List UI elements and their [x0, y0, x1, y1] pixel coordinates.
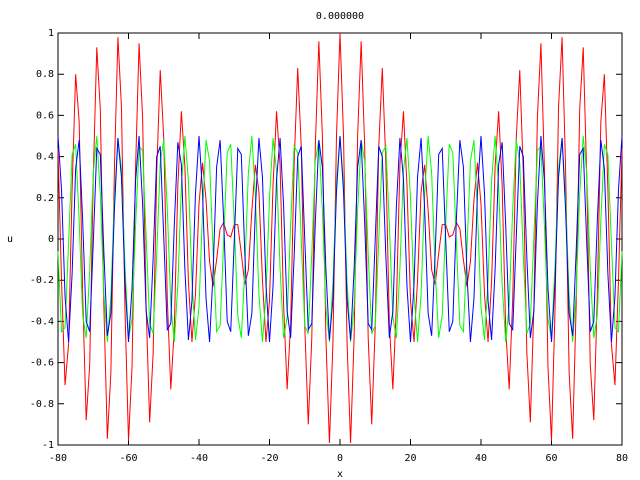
- x-tick-label: 0: [337, 453, 343, 464]
- y-tick-label: 0.4: [36, 152, 54, 163]
- y-tick-label: -0.8: [30, 399, 54, 410]
- chart-title: 0.000000: [316, 11, 364, 22]
- y-tick-label: -0.4: [30, 316, 54, 327]
- y-tick-label: 0.6: [36, 110, 54, 121]
- x-tick-label: 40: [475, 453, 487, 464]
- x-tick-label: -60: [119, 453, 137, 464]
- x-tick-label: -40: [190, 453, 208, 464]
- y-tick-label: -0.6: [30, 358, 54, 369]
- y-tick-label: 0: [48, 234, 54, 245]
- x-tick-label: -20: [260, 453, 278, 464]
- x-tick-label: 20: [404, 453, 416, 464]
- y-tick-label: 0.8: [36, 69, 54, 80]
- x-tick-label: 60: [545, 453, 557, 464]
- line-series: [57, 135, 623, 343]
- x-tick-label: 80: [616, 453, 628, 464]
- plot-border: [57, 32, 623, 446]
- y-tick-label: -0.2: [30, 275, 54, 286]
- line-series: [57, 32, 623, 443]
- x-axis-label: x: [337, 469, 343, 480]
- y-tick-label: 0.2: [36, 193, 54, 204]
- x-tick-label: -80: [49, 453, 67, 464]
- y-tick-label: -1: [42, 440, 54, 451]
- line-series: [57, 135, 623, 343]
- y-tick-label: 1: [48, 28, 54, 39]
- y-axis-label: u: [7, 234, 13, 245]
